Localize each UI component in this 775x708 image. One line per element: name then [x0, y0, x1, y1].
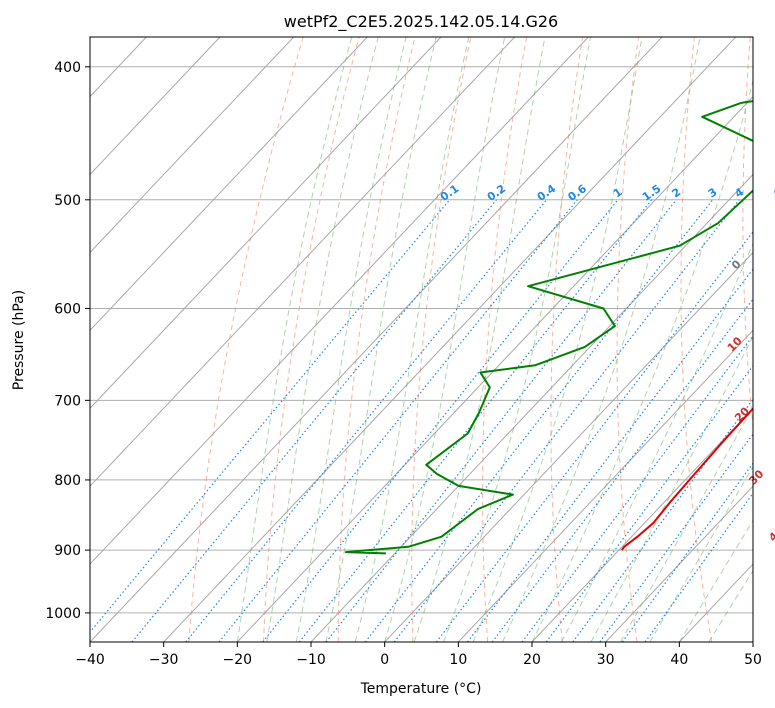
isotherm-line	[457, 329, 753, 642]
mixing-ratio-line	[521, 334, 753, 642]
mixing-ratio-line	[185, 199, 547, 642]
y-tick-label: 800	[54, 473, 81, 489]
mixing-ratio-line	[467, 268, 753, 642]
dry-adiabat-line	[680, 37, 713, 642]
x-tick-label: −40	[75, 652, 105, 668]
moist-adiabat-line	[678, 519, 753, 642]
moist-adiabat-line	[472, 37, 643, 642]
x-tick-label: 10	[449, 652, 467, 668]
sounding-profiles	[344, 100, 753, 555]
y-tick-label: 900	[54, 543, 81, 559]
isotherm-line	[310, 173, 753, 642]
mixing-ratio-line	[90, 199, 451, 634]
isotherm-line	[163, 37, 737, 642]
mixing-ratio-line	[364, 199, 714, 642]
moist-adiabat-label: 40	[766, 524, 775, 544]
mixing-ratio-line	[491, 298, 753, 642]
x-tick-label: −30	[149, 652, 179, 668]
mixing-ratio-line	[435, 230, 753, 642]
y-tick-label: 600	[54, 301, 81, 317]
moist-adiabat-line	[502, 37, 701, 642]
x-tick-label: 0	[380, 652, 389, 668]
background-lines	[90, 37, 753, 642]
dry-adiabat-line	[742, 37, 753, 432]
mixing-ratio-line	[599, 433, 753, 642]
y-axis-title: Pressure (hPa)	[11, 290, 27, 390]
moist-adiabat-line	[354, 37, 470, 642]
mixing-ratio-line	[218, 199, 578, 642]
x-tick-label: 20	[523, 652, 541, 668]
moist-adiabat-line	[325, 37, 437, 642]
moist-adiabat-line	[561, 241, 753, 642]
x-tick-label: 30	[597, 652, 615, 668]
y-tick-label: 500	[54, 193, 81, 209]
moist-adiabat-line	[236, 37, 353, 642]
dewpoint-profile	[344, 100, 753, 555]
dry-adiabat-line	[337, 37, 416, 642]
plot-frame	[89, 36, 754, 643]
moist-adiabat-line	[413, 37, 546, 642]
temperature-profile	[620, 407, 753, 551]
moist-adiabat-line	[295, 37, 407, 642]
x-tick-label: −20	[223, 652, 253, 668]
mixing-ratio-label: 6	[771, 185, 775, 200]
isotherm-line	[90, 37, 516, 487]
isotherm-line	[384, 251, 753, 642]
isotherm-line	[90, 37, 663, 642]
moist-adiabat-line	[649, 465, 753, 642]
y-tick-label: 700	[54, 393, 81, 409]
moist-adiabat-line	[531, 78, 753, 642]
x-tick-label: 40	[670, 652, 688, 668]
dry-adiabat-line	[188, 37, 304, 642]
mixing-ratio-line	[298, 199, 653, 642]
x-tick-label: −10	[296, 652, 326, 668]
y-tick-label: 400	[54, 60, 81, 76]
isotherm-line	[90, 37, 590, 565]
y-axis: 1002003004005006007008009001000	[45, 60, 90, 622]
chart-title: wetPf2_C2E5.2025.142.05.14.G26	[284, 12, 558, 32]
y-tick-label: 1000	[45, 606, 81, 622]
x-axis-title: Temperature (°C)	[360, 681, 482, 697]
isotherm-line	[236, 95, 753, 642]
dry-adiabat-line	[263, 37, 360, 642]
mixing-ratio-line	[325, 199, 677, 642]
mixing-ratio-line	[393, 199, 740, 642]
moist-adiabat-line	[443, 37, 591, 642]
x-axis: −40 −30 −20 −10 0 10 20 30 40 50	[75, 642, 762, 668]
moist-adiabat-line	[266, 37, 379, 642]
x-tick-label: 50	[744, 652, 762, 668]
